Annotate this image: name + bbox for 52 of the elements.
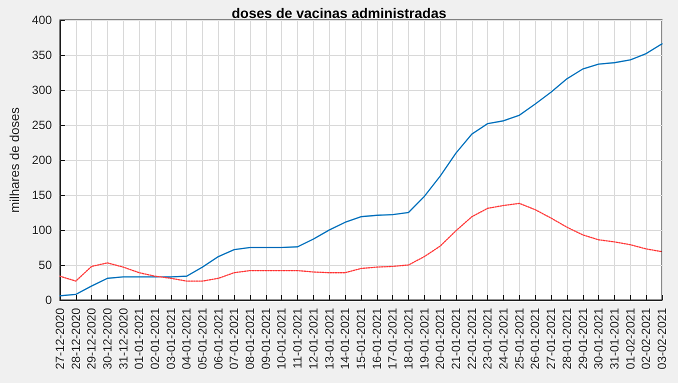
x-tick-label: 15-01-2021	[354, 308, 368, 370]
y-tick-label: 400	[32, 13, 52, 27]
line-series	[59, 43, 663, 296]
x-tick-label: 30-01-2021	[592, 308, 606, 370]
line-series	[59, 202, 663, 282]
x-tick-label: 21-01-2021	[449, 308, 464, 370]
x-tick-label: 06-01-2021	[211, 308, 226, 370]
x-tick-label: 19-01-2021	[417, 308, 432, 370]
x-tick-label: 27-01-2021	[544, 308, 558, 370]
x-tick-label: 02-02-2021	[639, 308, 654, 370]
x-tick-label: 09-01-2021	[258, 308, 273, 370]
x-tick-label: 22-01-2021	[464, 308, 479, 370]
chart-title: doses de vacinas administradas	[232, 5, 447, 21]
x-tick-label: 31-12-2020	[116, 308, 130, 370]
y-tick-label: 350	[32, 48, 52, 62]
x-tick-label: 20-01-2021	[433, 308, 448, 370]
x-tick-label: 27-12-2020	[52, 308, 67, 370]
x-tick-label: 10-01-2021	[274, 308, 289, 370]
y-tick-label: 100	[32, 223, 52, 237]
x-tick-label: 30-12-2020	[100, 308, 114, 370]
x-tick-label: 03-01-2021	[164, 308, 178, 370]
x-tick-label: 16-01-2021	[370, 308, 384, 370]
x-tick-label: 17-01-2021	[386, 308, 400, 370]
x-tick-label: 28-01-2021	[560, 308, 574, 370]
x-tick-label: 03-02-2021	[655, 308, 669, 370]
y-tick-label: 50	[38, 258, 52, 272]
x-tick-label: 26-01-2021	[528, 308, 542, 370]
x-tick-label: 25-01-2021	[512, 308, 526, 370]
y-tick-label: 300	[32, 83, 52, 97]
y-axis-title: milhares de doses	[7, 106, 22, 213]
x-tick-label: 29-01-2021	[576, 308, 590, 370]
y-tick-label: 0	[45, 293, 52, 307]
x-tick-label: 12-01-2021	[306, 308, 320, 370]
x-tick-label: 23-01-2021	[480, 308, 495, 370]
x-tick-label: 28-12-2020	[68, 308, 83, 370]
y-tick-label: 150	[32, 188, 52, 202]
x-tick-label: 14-01-2021	[338, 308, 352, 370]
x-tick-label: 01-01-2021	[132, 308, 146, 370]
x-tick-label: 07-01-2021	[227, 308, 242, 370]
x-tick-label: 08-01-2021	[243, 308, 258, 370]
y-tick-label: 250	[32, 118, 52, 132]
y-tick-label: 200	[32, 153, 52, 167]
x-tick-label: 02-01-2021	[148, 308, 162, 370]
x-tick-label: 31-01-2021	[607, 308, 622, 370]
x-tick-label: 29-12-2020	[84, 308, 99, 370]
x-tick-label: 18-01-2021	[401, 308, 416, 370]
x-tick-label: 05-01-2021	[196, 308, 210, 370]
x-tick-label: 11-01-2021	[290, 308, 305, 368]
x-tick-label: 24-01-2021	[496, 308, 511, 370]
x-tick-label: 13-01-2021	[322, 308, 336, 370]
x-tick-label: 01-02-2021	[623, 308, 638, 370]
x-tick-label: 04-01-2021	[180, 308, 194, 370]
